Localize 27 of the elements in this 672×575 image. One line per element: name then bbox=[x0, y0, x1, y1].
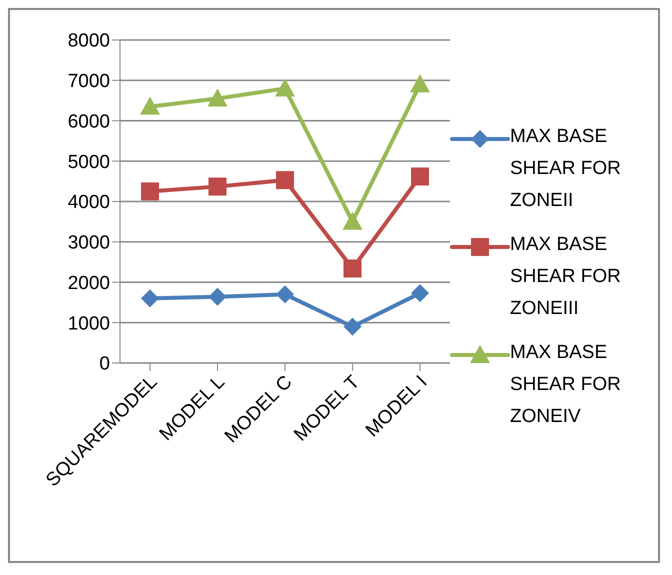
point bbox=[344, 318, 362, 336]
point bbox=[141, 289, 159, 308]
y-tick-label: 4000 bbox=[68, 192, 110, 214]
legend-label: MAX BASE SHEAR FOR ZONEII bbox=[510, 124, 622, 212]
y-tick-label: 6000 bbox=[68, 111, 110, 132]
point bbox=[342, 212, 362, 230]
y-tick-label: 1000 bbox=[68, 313, 110, 334]
point bbox=[208, 178, 226, 196]
point bbox=[276, 285, 294, 304]
y-tick-label: 0 bbox=[99, 354, 110, 375]
y-tick-label: 7000 bbox=[68, 71, 110, 92]
point bbox=[208, 88, 228, 107]
point bbox=[275, 78, 295, 96]
y-tick-label: 2000 bbox=[68, 272, 110, 294]
point bbox=[276, 171, 294, 190]
point bbox=[410, 74, 430, 92]
y-tick-label: 3000 bbox=[68, 232, 110, 254]
point bbox=[141, 182, 159, 200]
point bbox=[208, 288, 226, 306]
legend-label: MAX BASE SHEAR FOR ZONEIII bbox=[510, 232, 622, 320]
y-tick-label: 5000 bbox=[68, 152, 110, 173]
y-tick-label: 8000 bbox=[68, 30, 110, 52]
point bbox=[344, 260, 362, 278]
point bbox=[411, 284, 429, 302]
point bbox=[411, 167, 429, 186]
point bbox=[140, 96, 160, 115]
legend-label: MAX BASE SHEAR FOR ZONEIV bbox=[510, 340, 622, 428]
